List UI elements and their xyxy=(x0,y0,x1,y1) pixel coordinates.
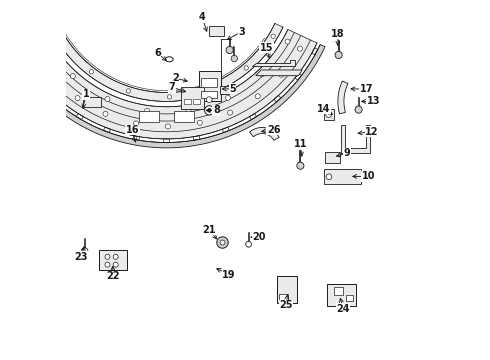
Circle shape xyxy=(71,73,75,78)
Circle shape xyxy=(271,34,275,39)
Circle shape xyxy=(297,46,302,51)
Polygon shape xyxy=(256,70,302,76)
Bar xyxy=(327,284,356,306)
Text: 22: 22 xyxy=(106,266,120,282)
Bar xyxy=(139,111,159,122)
Bar xyxy=(325,152,340,163)
Text: 1: 1 xyxy=(82,89,89,108)
Text: 14: 14 xyxy=(317,104,332,114)
Text: 11: 11 xyxy=(294,139,307,156)
Text: 13: 13 xyxy=(362,96,380,107)
Circle shape xyxy=(113,254,118,259)
Circle shape xyxy=(245,242,251,247)
Bar xyxy=(98,250,127,270)
Circle shape xyxy=(206,97,212,103)
Text: 24: 24 xyxy=(337,298,350,314)
Circle shape xyxy=(244,66,248,70)
Bar xyxy=(209,26,224,36)
Text: 15: 15 xyxy=(260,43,273,58)
Circle shape xyxy=(126,89,130,93)
Bar xyxy=(174,111,194,122)
Circle shape xyxy=(113,262,118,267)
Text: 18: 18 xyxy=(331,28,344,45)
Circle shape xyxy=(225,95,230,100)
Bar xyxy=(193,99,200,104)
Text: 21: 21 xyxy=(202,225,217,239)
Text: 25: 25 xyxy=(279,295,293,310)
Circle shape xyxy=(197,120,202,125)
Text: 23: 23 xyxy=(74,247,88,262)
Circle shape xyxy=(89,69,94,74)
Circle shape xyxy=(51,75,56,80)
Circle shape xyxy=(103,111,108,116)
Bar xyxy=(334,287,343,295)
Circle shape xyxy=(208,87,213,91)
Text: 6: 6 xyxy=(154,48,166,60)
Text: 26: 26 xyxy=(262,125,280,135)
Text: 5: 5 xyxy=(222,84,236,94)
Circle shape xyxy=(145,108,149,113)
Text: 19: 19 xyxy=(217,269,236,280)
Polygon shape xyxy=(249,127,279,140)
Bar xyxy=(198,71,220,102)
Circle shape xyxy=(105,96,110,102)
Circle shape xyxy=(231,55,238,62)
Circle shape xyxy=(228,110,233,115)
Polygon shape xyxy=(8,45,325,148)
Text: 17: 17 xyxy=(351,84,373,94)
Circle shape xyxy=(297,162,304,169)
Circle shape xyxy=(105,262,110,267)
Text: 12: 12 xyxy=(358,127,379,137)
Bar xyxy=(346,296,353,301)
Text: 9: 9 xyxy=(337,148,350,158)
Ellipse shape xyxy=(165,57,173,62)
Bar xyxy=(181,87,204,109)
Bar xyxy=(220,86,229,94)
Circle shape xyxy=(326,112,331,117)
Circle shape xyxy=(335,51,342,59)
Bar xyxy=(83,96,101,107)
Circle shape xyxy=(260,72,265,77)
Circle shape xyxy=(217,237,228,248)
Circle shape xyxy=(326,174,332,180)
Polygon shape xyxy=(50,23,283,102)
Circle shape xyxy=(226,46,233,54)
Polygon shape xyxy=(342,125,370,153)
Bar xyxy=(323,109,334,120)
Circle shape xyxy=(255,94,260,99)
Polygon shape xyxy=(252,60,295,66)
Circle shape xyxy=(32,49,37,54)
Circle shape xyxy=(205,106,214,115)
Circle shape xyxy=(166,124,171,129)
Circle shape xyxy=(285,39,290,44)
Polygon shape xyxy=(16,30,317,139)
Text: 16: 16 xyxy=(126,125,139,142)
Circle shape xyxy=(82,248,88,253)
Circle shape xyxy=(355,106,362,113)
Text: 20: 20 xyxy=(251,232,266,242)
Polygon shape xyxy=(338,81,348,114)
Text: 7: 7 xyxy=(169,82,186,92)
Bar xyxy=(323,169,361,184)
Circle shape xyxy=(168,95,172,99)
Circle shape xyxy=(220,240,225,245)
Circle shape xyxy=(279,72,284,77)
Text: 10: 10 xyxy=(353,171,375,181)
Circle shape xyxy=(105,254,110,259)
Text: 3: 3 xyxy=(227,27,245,40)
Circle shape xyxy=(61,39,65,44)
Bar xyxy=(201,78,217,87)
Bar xyxy=(277,276,297,303)
Circle shape xyxy=(207,109,211,112)
Bar xyxy=(279,294,288,301)
Circle shape xyxy=(186,108,191,113)
Text: 4: 4 xyxy=(199,13,207,31)
Circle shape xyxy=(134,121,139,126)
Text: 2: 2 xyxy=(172,73,187,83)
Text: 8: 8 xyxy=(206,105,220,115)
Circle shape xyxy=(75,96,80,101)
Circle shape xyxy=(44,41,49,46)
Bar xyxy=(184,99,191,104)
Bar xyxy=(201,91,217,98)
